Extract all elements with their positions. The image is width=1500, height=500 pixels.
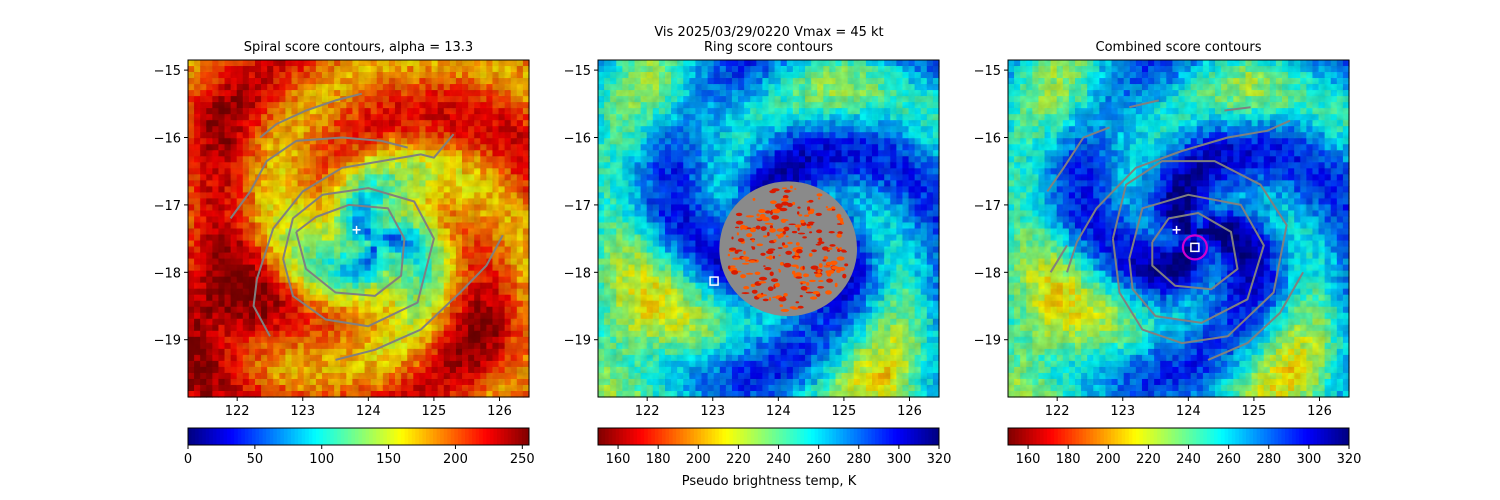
colorbar-tick-label: 200 [686,452,711,467]
x-tick-label: 122 [635,404,660,419]
contour-line [1111,160,1288,345]
colorbar-tick-label: 180 [646,452,671,467]
panel-combined: Combined score contours 122 123 124 125 126 −1… [974,40,1362,467]
colorbar-tick-label: 200 [1096,452,1121,467]
image-texture [188,60,529,397]
colorbar-tick-label: 150 [376,452,401,467]
contour-line [252,278,271,337]
contour-line [1046,126,1110,192]
x-tick-label: 125 [421,404,446,419]
contour-line [1224,106,1251,112]
contour-line [1128,193,1265,324]
contour-line [1129,99,1160,109]
colorbar-tick-label: 260 [1216,452,1241,467]
colorbar-tick-label: 300 [886,452,911,467]
colorbar-frame [1007,427,1350,446]
x-tick-label: 122 [1045,404,1070,419]
colorbar-tick-label: 0 [184,452,192,467]
colorbar: 160 180 200 220 240 260 280 300 320 [1007,427,1362,467]
colorbar-frame [187,427,530,446]
colorbar-tick-label: 160 [1016,452,1041,467]
panel-ring: Ring score contours 122 123 124 125 126 −15 −16… [564,40,952,467]
y-tick-label: −18 [974,266,1001,281]
panel-title: Combined score contours [1096,40,1262,55]
panel-title: Ring score contours [704,40,833,55]
colorbar-tick-label: 220 [726,452,751,467]
contour-line [295,203,406,297]
colorbar-label: Pseudo brightness temp, K [682,474,857,489]
y-tick-label: −16 [974,132,1001,147]
combined-center-circle [1181,234,1208,261]
y-tick-label: −15 [974,64,1001,79]
axes-frame [597,59,940,398]
axes-frame [1007,59,1350,398]
contour-line [1049,244,1068,273]
y-tick-label: −19 [564,334,591,349]
colorbar-tick-label: 240 [1176,452,1201,467]
combined-center-marker [1190,242,1200,253]
colorbar-tick-label: 320 [927,452,952,467]
colorbar-tick-label: 180 [1056,452,1081,467]
storm-center-marker [352,225,361,234]
x-tick-label: 125 [831,404,856,419]
colorbar-tick-label: 250 [510,452,535,467]
panel-title: Spiral score contours, alpha = 13.3 [244,40,473,55]
colorbar-tick-label: 160 [606,452,631,467]
x-tick-label: 122 [225,404,250,419]
x-tick-label: 123 [290,404,315,419]
colorbar-frame [597,427,940,446]
y-tick-label: −17 [974,199,1001,214]
contour-line [255,133,455,280]
contour-line [335,234,504,361]
contour-line [1151,212,1239,291]
y-tick-label: −18 [564,266,591,281]
contour-line [1207,271,1304,361]
y-tick-label: −15 [564,64,591,79]
colorbar-tick-label: 320 [1337,452,1362,467]
y-tick-label: −16 [564,132,591,147]
contour-line [259,92,363,139]
colorbar-tick-label: 220 [1136,452,1161,467]
x-tick-label: 124 [1176,404,1201,419]
colorbar-tick-label: 260 [806,452,831,467]
x-tick-label: 124 [356,404,381,419]
colorbar-tick-label: 50 [247,452,264,467]
colorbar-tick-label: 280 [846,452,871,467]
y-tick-label: −15 [154,64,181,79]
satellite-image [1008,60,1350,398]
y-tick-label: −17 [564,199,591,214]
y-tick-label: −17 [154,199,181,214]
figure-suptitle: Vis 2025/03/29/0220 Vmax = 45 kt [654,25,883,40]
ring-score-contours [719,181,858,317]
colorbar-tick-label: 100 [309,452,334,467]
y-tick-label: −18 [154,266,181,281]
satellite-image [188,60,530,398]
x-tick-label: 126 [897,404,922,419]
storm-center-marker [1172,225,1181,234]
x-tick-label: 123 [700,404,725,419]
axes-frame [187,59,530,398]
y-tick-label: −16 [154,132,181,147]
x-tick-label: 125 [1241,404,1266,419]
image-texture [1008,60,1349,397]
x-tick-label: 123 [1110,404,1135,419]
colorbar: 0 50 100 150 200 250 [184,427,535,467]
x-tick-label: 126 [1307,404,1332,419]
colorbar-tick-label: 300 [1296,452,1321,467]
contour-line [1066,119,1291,273]
contour-line [282,187,435,328]
colorbar-tick-label: 280 [1256,452,1281,467]
colorbar: 160 180 200 220 240 260 280 300 320 [597,427,952,467]
colorbar-tick-label: 200 [443,452,468,467]
y-tick-label: −19 [974,334,1001,349]
y-tick-label: −19 [154,334,181,349]
ring-center-marker [709,276,719,286]
contour-line [229,136,408,219]
x-tick-label: 124 [766,404,791,419]
x-tick-label: 126 [487,404,512,419]
colorbar-tick-label: 240 [766,452,791,467]
panel-spiral: Spiral score contours, alpha = 13.3 122 12… [154,40,535,467]
